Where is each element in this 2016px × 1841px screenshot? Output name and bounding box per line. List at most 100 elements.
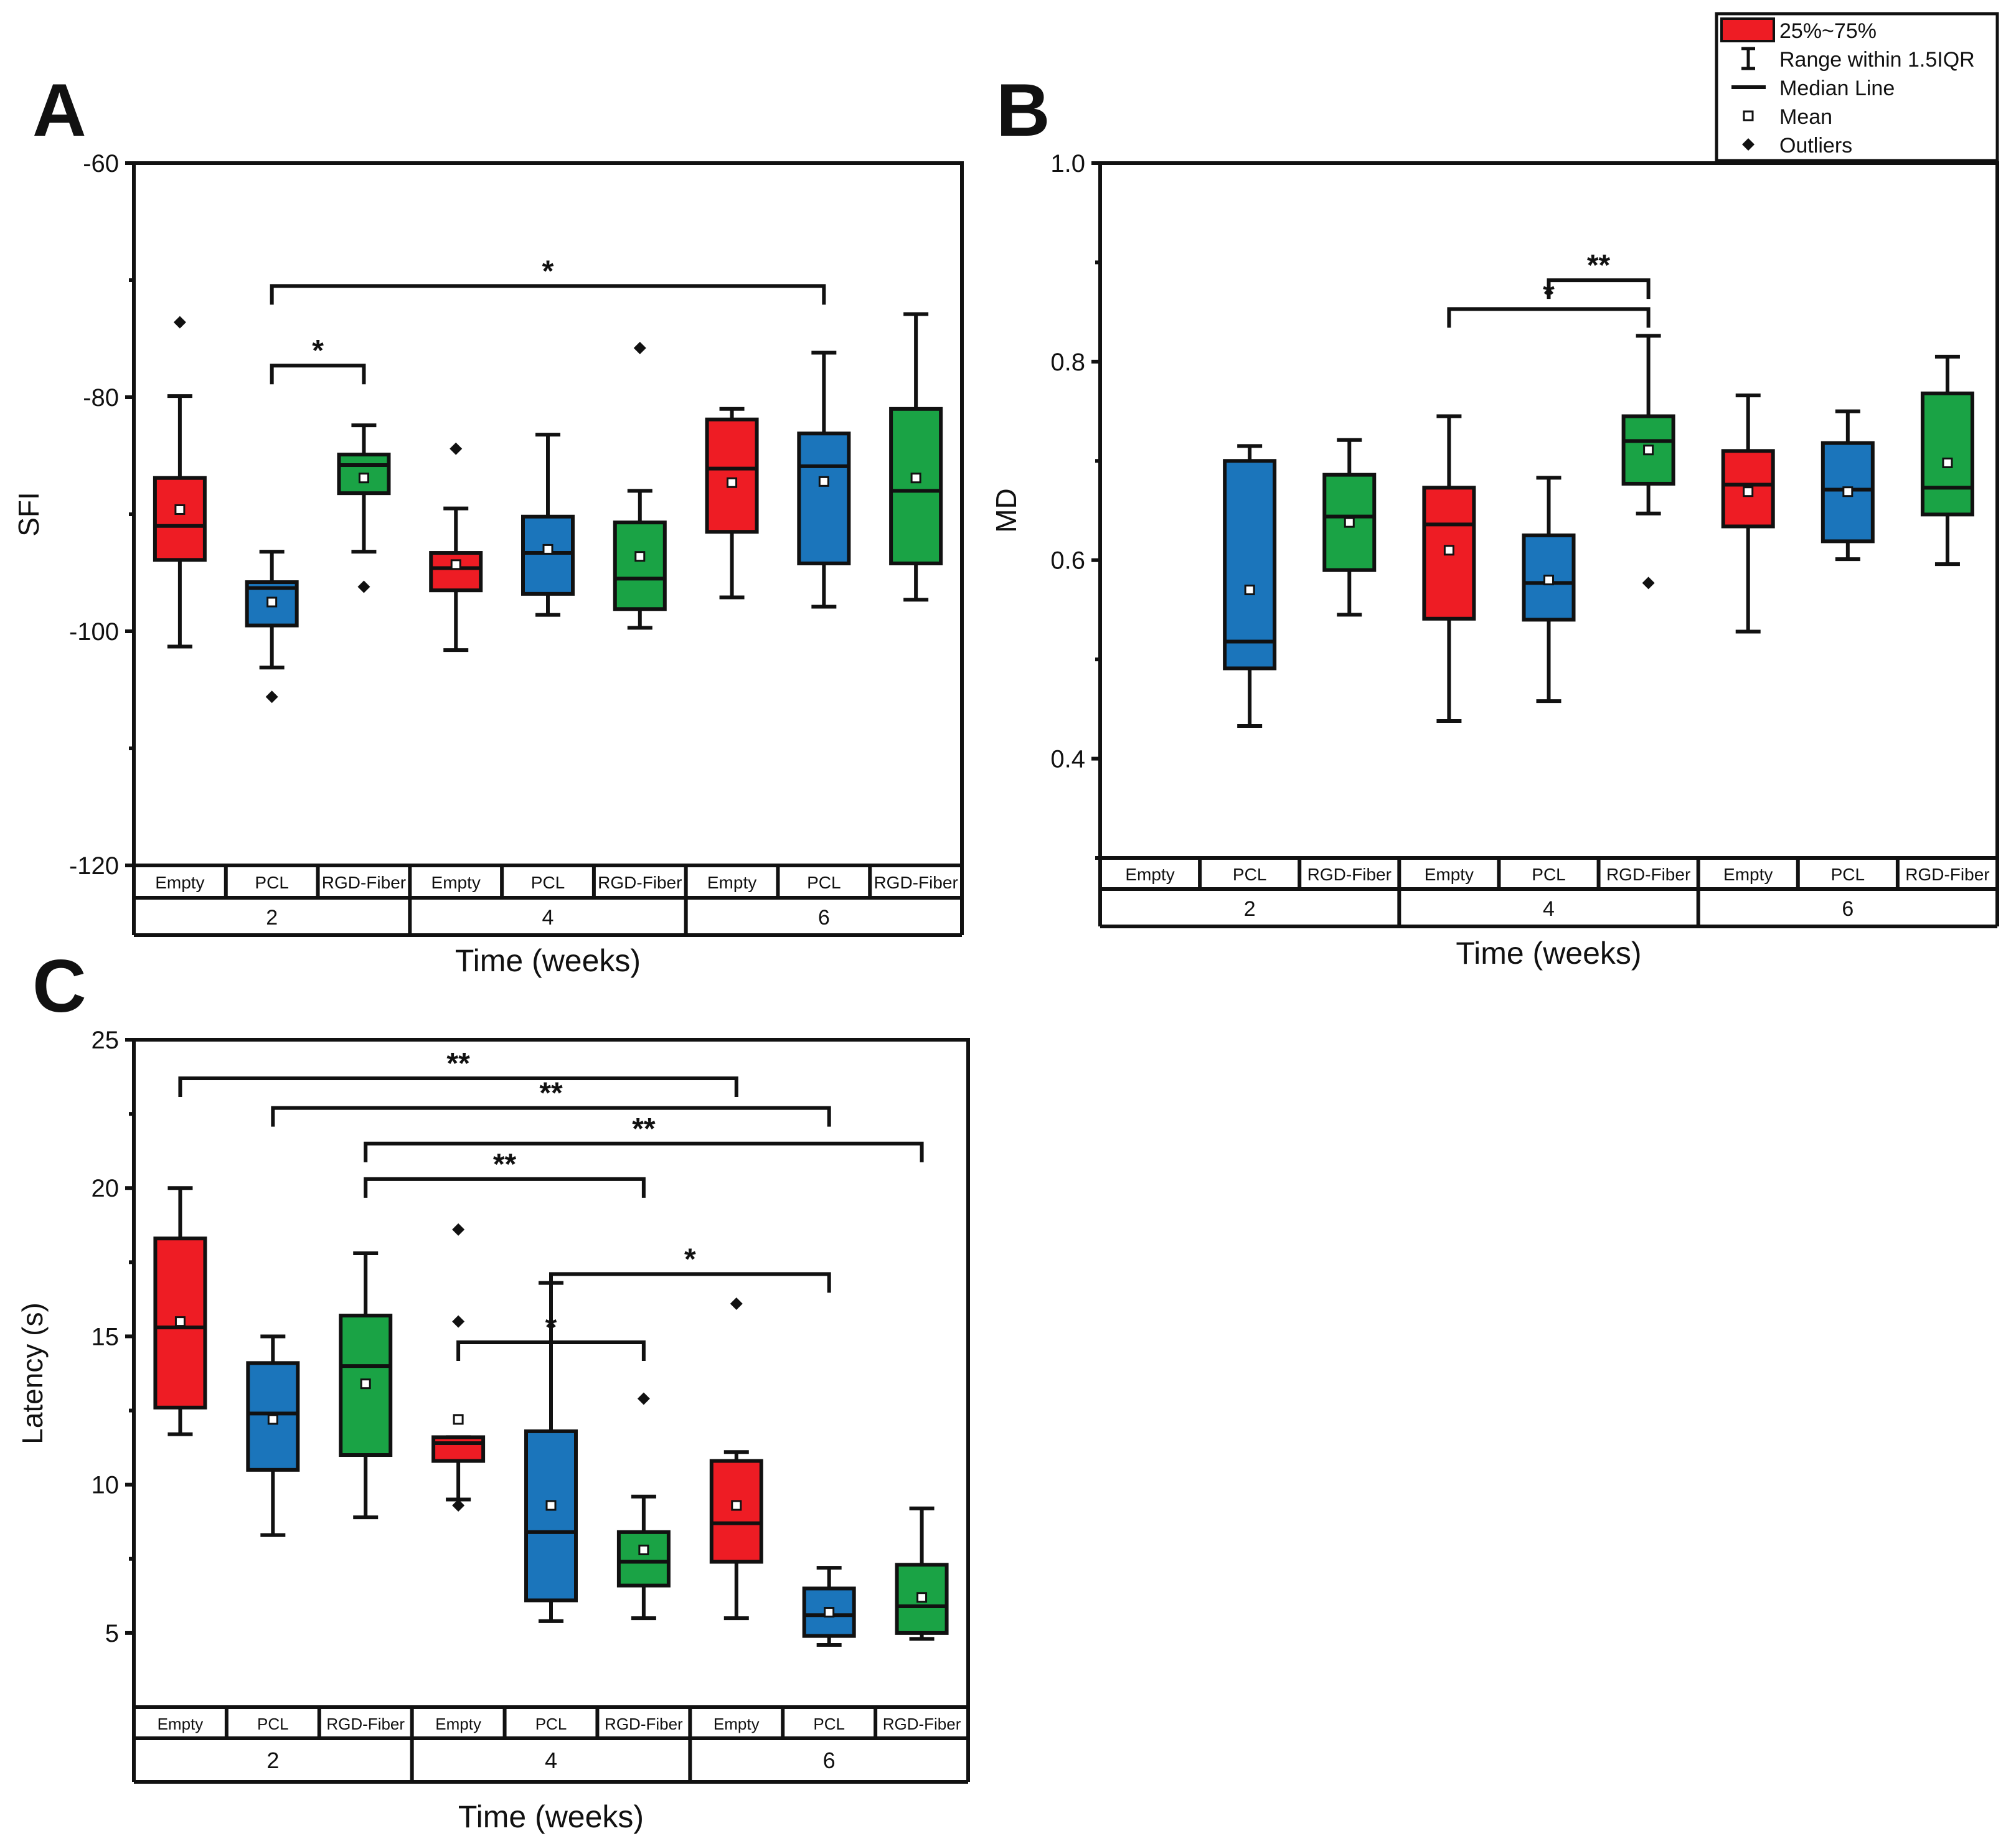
bracket-line — [1547, 278, 1651, 299]
panel-b: B 0.4 0.6 0.8 1.0 MD Empty PCL RGD-Fiber Empty PCL… — [990, 68, 1999, 971]
significance-label: * — [545, 1311, 557, 1344]
outlier-point — [1642, 577, 1655, 590]
iqr-box — [153, 476, 207, 562]
mean-marker — [1942, 457, 1953, 468]
week-label: 2 — [266, 1748, 279, 1773]
y-axis-label: SFI — [12, 492, 45, 537]
significance-label: * — [684, 1243, 696, 1276]
category-label: PCL — [1233, 865, 1266, 884]
plot-frame — [132, 1038, 970, 1709]
significance-bracket: ** — [364, 1113, 924, 1162]
bracket-line — [364, 1177, 646, 1198]
mean-marker — [542, 544, 553, 555]
outlier-point — [633, 342, 646, 355]
iqr-box — [802, 1586, 856, 1638]
category-label: RGD-Fiber — [326, 1715, 405, 1733]
y-axis-label: Latency (s) — [16, 1302, 49, 1444]
iqr-box — [1920, 391, 1974, 517]
category-label: PCL — [257, 1715, 289, 1733]
mean-marker — [818, 476, 829, 487]
outlier-point — [452, 1499, 465, 1512]
legend-label: Mean — [1779, 105, 1832, 129]
box-pcl-week-4 — [524, 1281, 578, 1623]
category-label: Empty — [155, 873, 204, 892]
box-rgd-fiber-week-2 — [1322, 438, 1377, 617]
box-empty-week-6 — [709, 1297, 763, 1621]
box-rgd-fiber-week-4 — [1621, 334, 1675, 590]
category-label: RGD-Fiber — [874, 873, 958, 892]
box-rgd-fiber-week-2 — [337, 423, 391, 593]
legend: 25%~75% Range within 1.5IQR Median Line Mea… — [1715, 12, 1999, 162]
legend-label: 25%~75% — [1779, 19, 1877, 43]
iqr-box — [1223, 459, 1277, 671]
legend-label: Range within 1.5IQR — [1779, 48, 1975, 72]
panel-a: A -120 -100 -80 -60 SFI Empty PCL RGD-Fiber Empty… — [12, 68, 964, 978]
y-tick-label: 0.4 — [1050, 746, 1085, 773]
significance-bracket: * — [456, 1311, 646, 1361]
box-empty-week-4 — [1422, 414, 1476, 723]
mean-marker — [1543, 575, 1554, 586]
y-tick-label: -60 — [83, 150, 119, 177]
outlier-point — [452, 1315, 465, 1328]
significance-label: * — [1543, 278, 1555, 311]
box-rgd-fiber-week-6 — [1920, 354, 1974, 567]
significance-label: ** — [446, 1047, 470, 1080]
box-rgd-fiber-week-4 — [616, 1392, 671, 1621]
y-tick-label: -120 — [69, 852, 119, 880]
outlier-point — [173, 316, 186, 329]
bracket-line — [1447, 307, 1651, 328]
legend-item-outlier: Outliers — [1742, 134, 1852, 158]
y-tick-label: 10 — [92, 1472, 120, 1499]
legend-outlier-swatch — [1742, 138, 1755, 151]
category-label: PCL — [535, 1715, 567, 1733]
mean-marker — [634, 551, 646, 562]
category-label: PCL — [807, 873, 841, 892]
x-axis-label: Time (weeks) — [458, 1799, 644, 1834]
iqr-box — [613, 520, 667, 611]
legend-label: Outliers — [1779, 134, 1852, 158]
box-rgd-fiber-week-2 — [339, 1251, 393, 1520]
category-label: RGD-Fiber — [1606, 865, 1690, 884]
y-tick-label: 1.0 — [1050, 150, 1085, 177]
category-label: RGD-Fiber — [1307, 865, 1392, 884]
category-label: Empty — [714, 1715, 760, 1733]
category-label: PCL — [1532, 865, 1565, 884]
y-tick-label: 5 — [105, 1620, 119, 1647]
iqr-box — [709, 1459, 763, 1564]
mean-marker — [358, 473, 369, 484]
y-axis-label: MD — [990, 488, 1022, 533]
box-rgd-fiber-week-6 — [895, 1506, 949, 1641]
mean-marker — [174, 504, 186, 515]
mean-marker — [1344, 517, 1355, 528]
significance-bracket: * — [549, 1243, 831, 1293]
category-label: PCL — [531, 873, 565, 892]
box-pcl-week-2 — [246, 1334, 300, 1537]
outlier-point — [357, 580, 370, 593]
mean-marker — [731, 1500, 742, 1511]
significance-bracket: ** — [1547, 249, 1651, 299]
box-pcl-week-6 — [1821, 409, 1875, 562]
bracket-line — [178, 1076, 738, 1097]
box-empty-week-4 — [431, 1223, 486, 1512]
bracket-line — [270, 284, 826, 305]
bracket-line — [364, 1141, 924, 1162]
box-empty-week-6 — [705, 407, 759, 600]
mean-marker — [1743, 486, 1754, 497]
box-rgd-fiber-week-6 — [889, 312, 943, 602]
box-empty-week-2 — [153, 316, 207, 649]
mean-marker — [910, 473, 921, 484]
iqr-box — [337, 453, 391, 496]
panel-letter: B — [996, 68, 1050, 152]
mean-marker — [1244, 585, 1255, 596]
x-axis-label: Time (weeks) — [455, 943, 641, 978]
mean-marker — [450, 559, 461, 570]
box-pcl-week-2 — [1223, 444, 1277, 728]
mean-marker — [916, 1592, 928, 1603]
box-empty-week-2 — [153, 1186, 207, 1436]
significance-label: * — [312, 334, 324, 367]
category-label: Empty — [431, 873, 481, 892]
outlier-point — [730, 1297, 743, 1311]
significance-label: ** — [632, 1113, 656, 1146]
